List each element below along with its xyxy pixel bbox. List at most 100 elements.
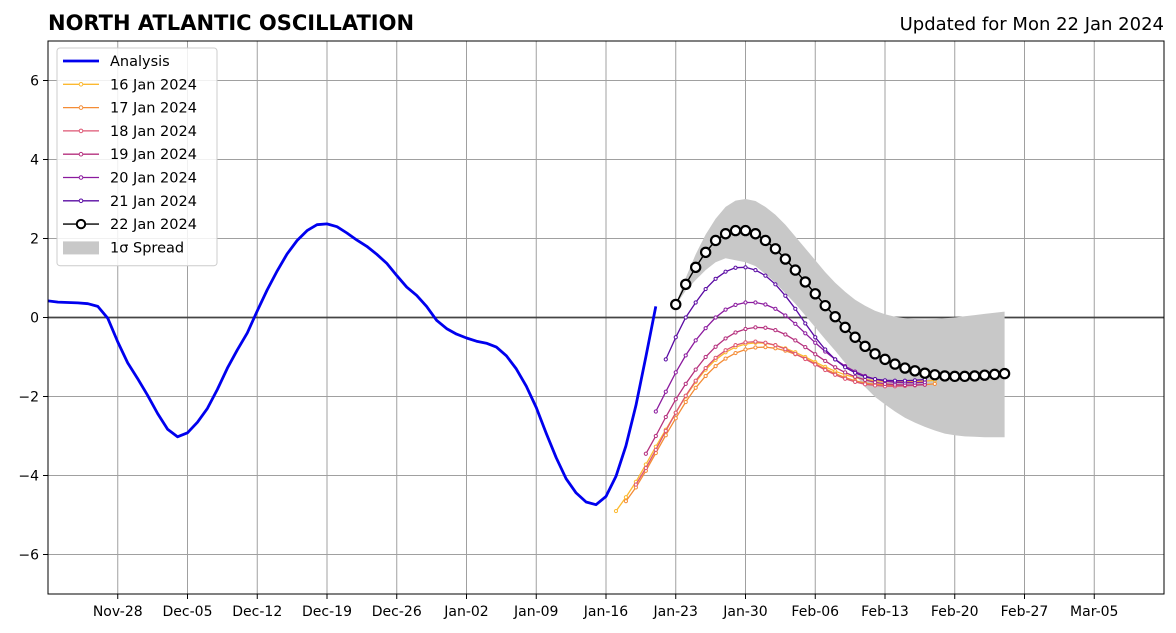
legend-entry: 17 Jan 2024 (63, 101, 197, 117)
forecast-point (683, 393, 688, 398)
x-tick-label: Dec-26 (372, 604, 422, 620)
forecast-point (843, 376, 848, 381)
forecast-point (713, 276, 718, 281)
y-tick-label: 4 (30, 153, 39, 169)
forecast-point (683, 353, 688, 358)
legend-label: 17 Jan 2024 (110, 101, 197, 117)
forecast-point (843, 365, 848, 370)
legend-entry: 21 Jan 2024 (63, 194, 197, 210)
forecast-point (902, 378, 908, 383)
forecast-point (912, 378, 917, 383)
x-tick-label: Jan-16 (583, 604, 629, 620)
forecast-point (829, 311, 841, 323)
legend-label: 1σ Spread (110, 240, 184, 256)
forecast-point (862, 374, 868, 379)
forecast-point (763, 302, 768, 307)
x-tick-label: Feb-06 (791, 604, 839, 620)
x-tick-label: Nov-28 (93, 604, 143, 620)
chart-subtitle: Updated for Mon 22 Jan 2024 (900, 14, 1164, 35)
legend-marker (78, 175, 84, 180)
legend-swatch (63, 241, 99, 255)
y-tick-label: −2 (18, 390, 39, 406)
forecast-point (823, 367, 828, 373)
y-tick-label: −4 (18, 469, 39, 485)
legend-entry: 18 Jan 2024 (63, 124, 197, 140)
x-tick-label: Jan-02 (443, 604, 488, 620)
forecast-point (663, 414, 668, 420)
forecast-point (743, 340, 748, 345)
forecast-point (783, 347, 788, 352)
forecast-point (739, 224, 752, 237)
forecast-point (709, 234, 722, 247)
chart-title: NORTH ATLANTIC OSCILLATION (48, 11, 414, 35)
forecast-point (803, 356, 808, 362)
forecast-point (680, 278, 692, 291)
forecast-point (909, 365, 921, 377)
forecast-point (633, 482, 638, 487)
forecast-point (859, 340, 871, 353)
forecast-point (723, 336, 728, 341)
forecast-point (753, 268, 758, 273)
legend-label: 21 Jan 2024 (110, 194, 197, 210)
forecast-point (723, 269, 728, 274)
forecast-point (703, 326, 708, 331)
forecast-point (723, 307, 728, 312)
forecast-point (743, 265, 748, 270)
y-tick-label: −6 (18, 548, 39, 564)
legend-label: 16 Jan 2024 (110, 77, 197, 93)
legend-label: 18 Jan 2024 (110, 124, 197, 140)
forecast-point (809, 288, 821, 300)
forecast-point (743, 300, 748, 305)
forecast-point (813, 340, 818, 345)
forecast-point (769, 243, 782, 255)
y-tick-label: 0 (30, 311, 39, 327)
forecast-point (803, 331, 808, 336)
forecast-point (939, 370, 951, 382)
forecast-point (753, 325, 758, 330)
legend-entry: 1σ Spread (63, 240, 184, 256)
x-tick-label: Feb-20 (931, 604, 979, 620)
forecast-point (733, 302, 738, 307)
forecast-point (719, 228, 732, 240)
legend-marker (78, 128, 84, 134)
forecast-point (988, 368, 1001, 381)
forecast-point (959, 370, 971, 383)
forecast-point (753, 345, 758, 350)
forecast-point (849, 331, 861, 343)
legend-marker (78, 105, 84, 110)
forecast-point (713, 344, 718, 349)
forecast-point (783, 332, 788, 337)
forecast-point (833, 357, 838, 362)
forecast-point (853, 379, 858, 384)
forecast-point (853, 370, 858, 375)
forecast-point (833, 372, 838, 377)
forecast-point (653, 409, 658, 414)
forecast-point (862, 382, 868, 387)
forecast-point (763, 273, 768, 278)
forecast-point (673, 335, 678, 340)
forecast-point (733, 265, 738, 270)
forecast-point (670, 298, 682, 311)
analysis-line (48, 222, 658, 507)
legend-marker (78, 82, 84, 87)
y-tick-label: 2 (30, 232, 39, 248)
x-tick-label: Jan-09 (513, 604, 558, 620)
plot-area (48, 199, 1011, 514)
forecast-point (879, 353, 891, 366)
x-tick-label: Jan-23 (653, 604, 698, 620)
forecast-point (673, 410, 678, 415)
legend-label: 19 Jan 2024 (110, 147, 197, 163)
forecast-point (689, 261, 702, 274)
forecast-point (783, 293, 788, 298)
forecast-point (723, 348, 728, 353)
forecast-point (759, 234, 772, 247)
forecast-point (763, 340, 768, 345)
legend-label: Analysis (110, 54, 170, 70)
forecast-series (663, 265, 927, 383)
forecast-series (643, 325, 927, 456)
legend-box (56, 47, 218, 267)
legend-marker (78, 198, 84, 204)
forecast-point (968, 370, 981, 382)
forecast-point (823, 347, 828, 352)
forecast-point (789, 264, 802, 276)
